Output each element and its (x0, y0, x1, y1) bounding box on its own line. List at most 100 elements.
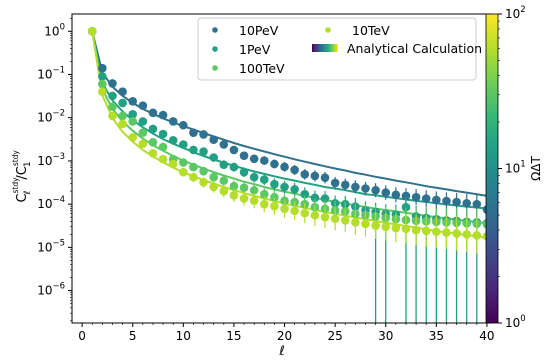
data-point-10TeV (138, 139, 148, 149)
data-point-1PeV (128, 109, 138, 119)
colorbar-tick-label: 102 (505, 5, 526, 21)
x-tick-label: 15 (226, 329, 241, 343)
data-point-10TeV (239, 194, 249, 203)
data-point-10PeV (270, 159, 279, 169)
legend-label-10PeV: 10PeV (239, 23, 279, 38)
data-point-100TeV (259, 189, 269, 199)
colorbar-tick-base: 10 (505, 7, 520, 21)
y-tick-label: 10−5 (37, 238, 65, 254)
legend: 10PeV 1PeV 100TeV 10TeV Analytical Calculati… (197, 17, 482, 81)
data-point-10PeV (128, 96, 138, 106)
data-point-10PeV (209, 135, 218, 145)
data-point-10PeV (158, 110, 168, 120)
data-point-1PeV (320, 194, 330, 203)
x-tick-label: 40 (479, 329, 494, 343)
data-point-10PeV (138, 101, 148, 110)
y-tick-exp: 0 (60, 22, 65, 32)
data-point-10PeV (381, 188, 391, 197)
data-point-100TeV (229, 181, 239, 191)
y-axis-label: Cstdy ℓ/Cstdy 1 (11, 150, 33, 203)
data-point-10PeV (442, 196, 451, 206)
data-point-10PeV (462, 198, 471, 208)
data-point-10TeV (98, 87, 107, 97)
legend-marker-10PeV (212, 27, 218, 33)
data-point-10PeV (280, 162, 289, 172)
colorbar-tick-base: 10 (505, 162, 520, 176)
x-tick-label: 10 (176, 329, 191, 343)
y-tick-label: 10−3 (37, 152, 65, 168)
data-point-10PeV (300, 170, 310, 179)
data-point-10TeV (361, 219, 370, 229)
x-tick-label: 35 (429, 329, 444, 343)
data-point-10TeV (330, 214, 340, 224)
data-point-10TeV (452, 229, 461, 238)
analytical-curve-10PeV (91, 31, 488, 197)
data-point-1PeV (239, 167, 249, 177)
data-point-1PeV (98, 72, 107, 81)
data-point-1PeV (118, 98, 127, 108)
data-point-100TeV (98, 79, 107, 89)
data-point-10PeV (330, 178, 340, 188)
colorbar-tick-base: 10 (505, 316, 520, 330)
data-point-10PeV (310, 171, 320, 181)
data-point-100TeV (128, 117, 138, 126)
data-point-10PeV (168, 117, 178, 126)
data-point-10PeV (351, 182, 360, 192)
data-point-10PeV (320, 173, 330, 182)
data-point-10PeV (472, 199, 482, 209)
colorbar-tick-exp: 1 (520, 160, 525, 170)
y-tick-label: 100 (44, 22, 65, 38)
data-point-10PeV (179, 120, 188, 130)
data-point-1PeV (249, 172, 259, 182)
data-point-1PeV (108, 91, 117, 101)
y-tick-exp: −6 (52, 282, 65, 292)
data-point-10TeV (189, 172, 198, 182)
y-tick-label: 10−4 (37, 195, 65, 211)
y-label-den: /C (15, 166, 30, 179)
y-tick-label: 10−1 (37, 66, 65, 82)
data-point-10TeV (199, 178, 208, 187)
data-point-1PeV (189, 145, 198, 155)
data-point-10PeV (452, 197, 461, 207)
data-point-1PeV (219, 160, 229, 169)
y-label-sup: stdy (11, 177, 20, 194)
data-point-10TeV (270, 201, 279, 211)
x-tick-label: 25 (327, 329, 342, 343)
colorbar-tick-exp: 0 (520, 314, 525, 324)
data-point-10TeV (290, 206, 299, 216)
x-tick-label: 30 (378, 329, 393, 343)
data-point-10PeV (118, 87, 127, 97)
colorbar-tick-label: 100 (505, 314, 526, 330)
x-tick-label: 20 (277, 329, 292, 343)
data-point-100TeV (189, 162, 198, 172)
data-point-10TeV (310, 211, 320, 220)
data-point-1PeV (300, 189, 310, 199)
x-tick-label: 5 (129, 329, 137, 343)
data-point-10TeV (391, 223, 401, 233)
data-point-10TeV (87, 26, 97, 36)
data-point-1PeV (199, 147, 208, 156)
analytical-curve-100TeV (91, 31, 487, 225)
data-point-10PeV (411, 192, 421, 202)
analytical-curve-1PeV (91, 31, 488, 210)
data-point-10TeV (219, 186, 229, 196)
data-point-10TeV (421, 226, 431, 236)
data-point-10TeV (158, 154, 168, 164)
data-point-10PeV (391, 190, 401, 200)
data-point-10PeV (340, 180, 350, 190)
data-point-1PeV (168, 136, 178, 145)
data-point-10TeV (168, 159, 178, 169)
data-point-10PeV (290, 165, 299, 175)
data-point-10PeV (199, 130, 208, 139)
y-tick-label: 10−2 (37, 109, 65, 125)
data-point-10TeV (401, 224, 411, 234)
data-point-10PeV (371, 185, 380, 195)
legend-analytical-swatch (312, 44, 338, 52)
data-point-10TeV (249, 196, 259, 206)
data-point-10PeV (148, 108, 158, 118)
data-point-10TeV (179, 167, 188, 177)
plot-area (87, 26, 492, 323)
data-point-10TeV (432, 227, 441, 237)
